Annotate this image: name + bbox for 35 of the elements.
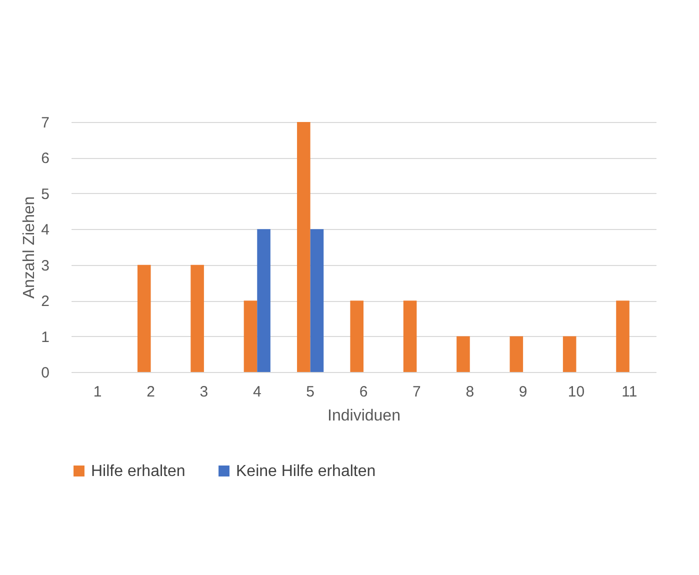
- y-tick-label: 7: [41, 114, 50, 132]
- x-tick-label: 4: [252, 384, 262, 400]
- x-tick-label: 6: [359, 384, 368, 400]
- x-tick-label: 2: [146, 384, 155, 400]
- bar: [403, 300, 417, 372]
- x-tick-label: 7: [412, 384, 421, 400]
- y-axis-title: Anzahl Ziehen: [21, 196, 38, 299]
- y-tick-label: 4: [41, 222, 50, 239]
- y-tick-label: 0: [41, 364, 50, 382]
- legend-label: Hilfe erhalten: [91, 463, 186, 480]
- x-tick-label: 3: [200, 384, 208, 400]
- bar: [190, 264, 204, 372]
- bar: [257, 229, 270, 372]
- bar: [510, 336, 524, 372]
- x-axis-title: Individuen: [328, 408, 400, 424]
- x-tick-label: 10: [568, 384, 585, 400]
- x-tick-label: 1: [93, 384, 102, 400]
- bar: [297, 122, 310, 372]
- x-tick-label: 9: [518, 384, 528, 400]
- x-tick-label: 11: [622, 384, 638, 400]
- y-tick-label: 1: [41, 328, 50, 346]
- bar: [310, 229, 324, 372]
- x-tick-label: 8: [466, 384, 474, 400]
- y-tick-label: 5: [41, 186, 50, 203]
- y-tick-label: 3: [41, 257, 50, 274]
- bar: [616, 300, 630, 372]
- bar: [137, 264, 151, 372]
- y-tick-label: 2: [41, 293, 50, 310]
- bar: [244, 300, 258, 372]
- bar: [456, 336, 470, 372]
- bar: [562, 336, 576, 372]
- legend-label: Keine Hilfe erhalten: [236, 463, 376, 480]
- bar: [350, 300, 364, 372]
- x-tick-label: 5: [306, 384, 314, 400]
- y-tick-label: 6: [41, 150, 50, 168]
